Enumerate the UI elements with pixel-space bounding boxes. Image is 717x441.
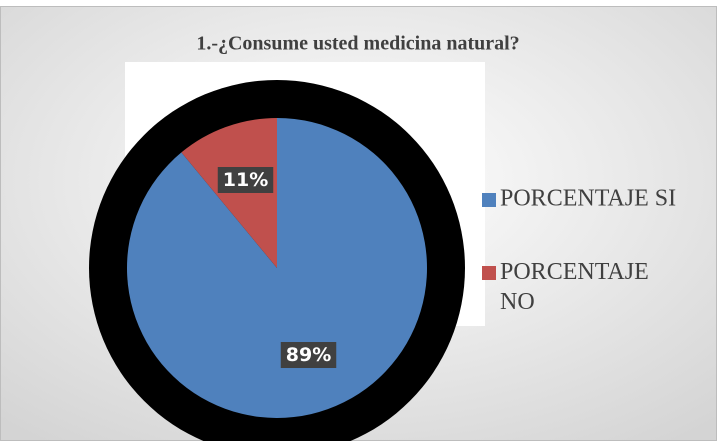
legend-swatch [482,193,496,207]
data-label-text: 89% [286,344,331,366]
legend-label: PORCENTAJE NO [500,259,649,315]
data-label-box [217,166,274,193]
legend-swatch [482,266,496,280]
data-label-box [280,342,337,369]
chart-title: 1.-¿Consume usted medicina natural? [196,33,519,55]
legend: PORCENTAJE SI PORCENTAJE NO [482,186,676,315]
data-label-text: 11% [223,169,268,191]
data-label: 89% [280,342,337,369]
legend-label: PORCENTAJE SI [500,186,676,212]
pie-slice [181,118,277,268]
data-label: 11% [217,166,274,193]
pie: 89% 11% [127,118,427,418]
